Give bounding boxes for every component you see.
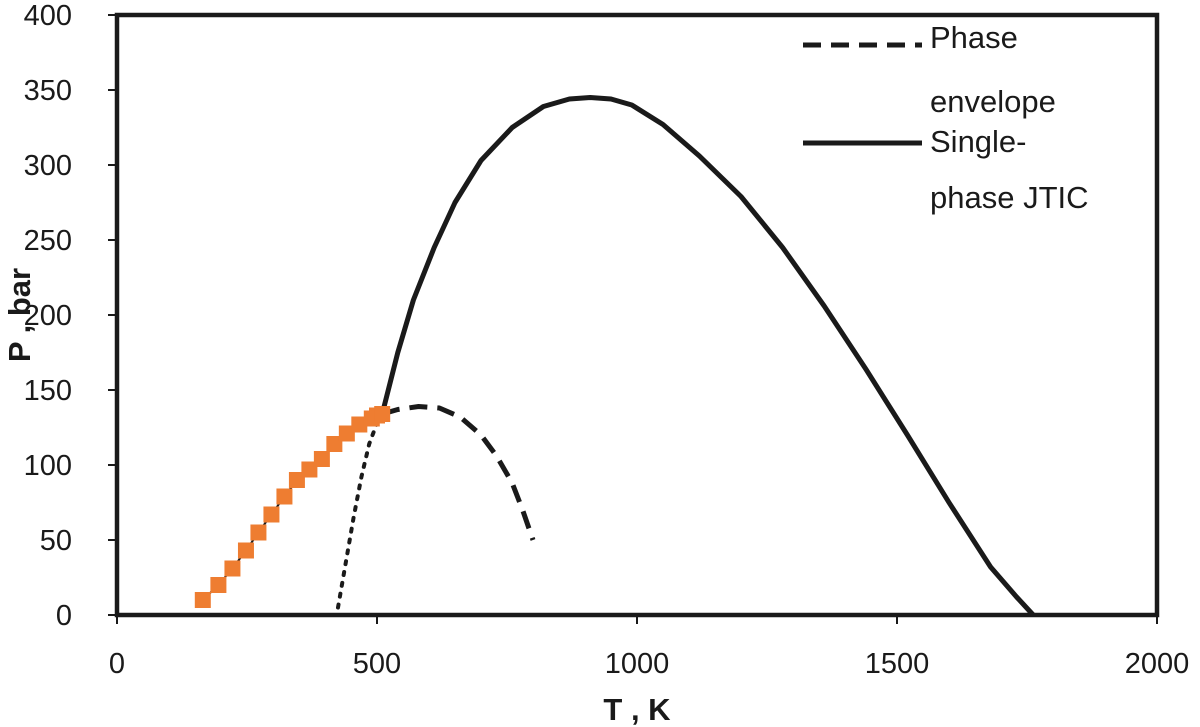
phase-envelope-line [381,404,536,541]
y-tick-label: 150 [24,375,72,407]
data-point-marker [224,560,241,577]
data-point-marker [288,472,305,488]
legend-label: envelope [930,84,1056,119]
legend-label: Phase [930,20,1018,55]
x-axis-title: T , K [603,692,671,727]
y-tick-label: 50 [40,525,72,557]
data-point-marker [313,451,330,467]
dotted-line [336,412,385,610]
data-point-marker [301,461,318,478]
data-point-marker [237,542,254,559]
data-point-marker [263,506,280,523]
plot-layer [194,95,1036,617]
y-tick-label: 250 [24,225,72,257]
y-tick-label: 200 [24,300,72,332]
y-axis-title: P , bar [2,268,37,362]
data-point-marker [326,436,343,452]
single-phase-jtic-line [379,95,1036,617]
y-tick-label: 400 [24,0,72,32]
data-point-marker [351,416,368,433]
data-point-marker [194,592,211,608]
y-tick-label: 0 [56,600,72,632]
data-point-marker [250,524,267,541]
legend-label: phase JTIC [930,180,1089,215]
y-tick-label: 350 [24,75,72,107]
data-point-marker [276,488,293,505]
data-point-marker [338,425,355,442]
y-tick-label: 300 [24,150,72,182]
x-tick-label: 1000 [605,648,670,680]
x-tick-label: 1500 [865,648,930,680]
x-tick-label: 500 [353,648,401,680]
x-tick-label: 2000 [1125,648,1190,680]
legend: Phase envelope Single-phase JTIC [803,20,1089,215]
legend-label: Single- [930,124,1027,159]
x-tick-label: 0 [109,648,125,680]
data-point-marker [374,406,391,422]
data-point-marker [210,577,227,593]
axes-layer: 0 50 100 150 200 250 300 350 400 0 500 1000 1500 2000 [24,0,1190,680]
y-tick-label: 100 [24,450,72,482]
